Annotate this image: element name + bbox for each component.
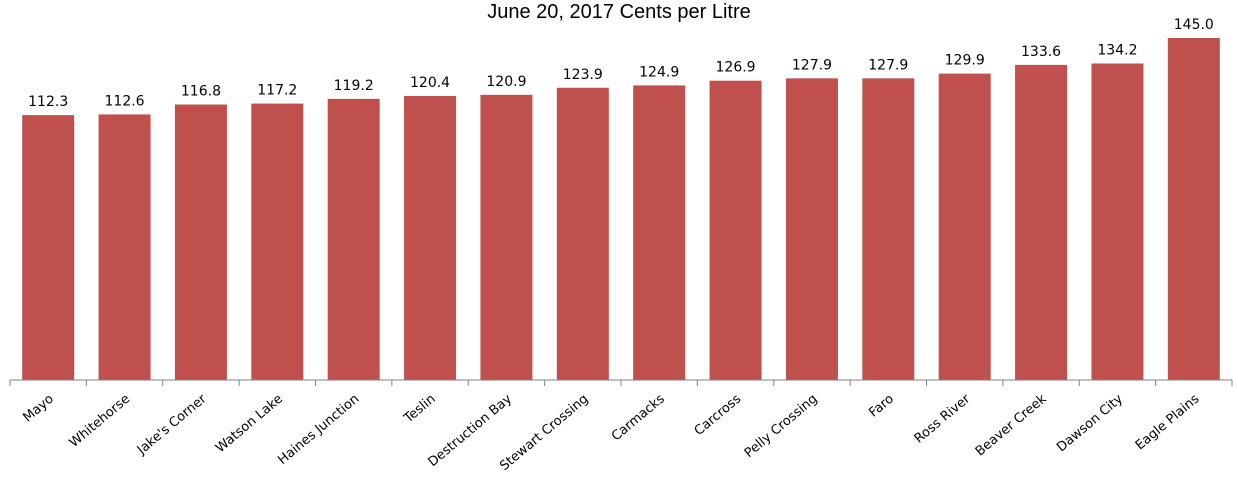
- x-tick-label-carcross: Carcross: [692, 391, 745, 439]
- value-label-mayo: 112.3: [28, 94, 68, 110]
- x-tick-label-mayo: Mayo: [20, 392, 56, 426]
- x-tick-label-jake-s-corner: Jake's Corner: [134, 391, 210, 458]
- value-label-eagle-plains: 145.0: [1174, 17, 1214, 33]
- bar-whitehorse: [98, 114, 151, 381]
- x-tick-label-haines-junction: Haines Junction: [275, 392, 362, 468]
- bar-pelly-crossing: [785, 78, 838, 380]
- value-label-stewart-crossing: 123.9: [563, 67, 603, 83]
- bar-faro: [862, 78, 915, 380]
- x-tick-label-faro: Faro: [866, 392, 897, 421]
- value-label-destruction-bay: 120.9: [486, 74, 526, 90]
- value-label-pelly-crossing: 127.9: [792, 57, 832, 73]
- bars-group: [22, 38, 1220, 381]
- x-tick-label-ross-river: Ross River: [912, 391, 974, 446]
- value-label-haines-junction: 119.2: [334, 78, 374, 94]
- x-tick-label-whitehorse: Whitehorse: [67, 392, 133, 451]
- bar-stewart-crossing: [556, 87, 609, 381]
- x-tick-label-pelly-crossing: Pelly Crossing: [742, 392, 821, 461]
- bar-destruction-bay: [480, 94, 533, 380]
- bar-eagle-plains: [1167, 38, 1220, 380]
- bar-haines-junction: [327, 98, 380, 380]
- bar-jake-s-corner: [174, 104, 227, 380]
- value-label-dawson-city: 134.2: [1097, 42, 1137, 58]
- x-tick-label-dawson-city: Dawson City: [1054, 391, 1126, 455]
- x-tick-label-carmacks: Carmacks: [609, 391, 668, 444]
- bar-teslin: [404, 96, 457, 381]
- bar-mayo: [22, 115, 75, 380]
- bar-ross-river: [938, 73, 991, 381]
- value-labels-group: 112.3 112.6 116.8 117.2 119.2 120.4 120.9 123.9…: [28, 17, 1214, 110]
- bar-dawson-city: [1091, 63, 1144, 380]
- bar-carmacks: [633, 85, 686, 380]
- value-label-whitehorse: 112.6: [105, 93, 145, 109]
- value-label-carmacks: 124.9: [639, 64, 679, 80]
- value-label-beaver-creek: 133.6: [1021, 44, 1061, 60]
- value-label-carcross: 126.9: [716, 60, 756, 76]
- value-label-teslin: 120.4: [410, 75, 450, 91]
- value-label-watson-lake: 117.2: [257, 83, 297, 99]
- bar-carcross: [709, 80, 762, 380]
- x-tick-label-watson-lake: Watson Lake: [213, 392, 286, 457]
- x-tick-label-eagle-plains: Eagle Plains: [1133, 391, 1203, 453]
- bar-beaver-creek: [1015, 64, 1068, 380]
- bar-watson-lake: [251, 103, 304, 380]
- x-tick-label-beaver-creek: Beaver Creek: [973, 391, 1050, 459]
- x-tick-label-teslin: Teslin: [401, 392, 439, 427]
- value-label-ross-river: 129.9: [945, 53, 985, 69]
- value-label-faro: 127.9: [868, 57, 908, 73]
- value-label-jake-s-corner: 116.8: [181, 84, 221, 100]
- chart-title: June 20, 2017 Cents per Litre: [487, 1, 751, 23]
- x-tick-labels-group: Mayo Whitehorse Jake's Corner Watson LakeHa…: [20, 391, 1202, 474]
- x-axis: [9, 379, 1233, 386]
